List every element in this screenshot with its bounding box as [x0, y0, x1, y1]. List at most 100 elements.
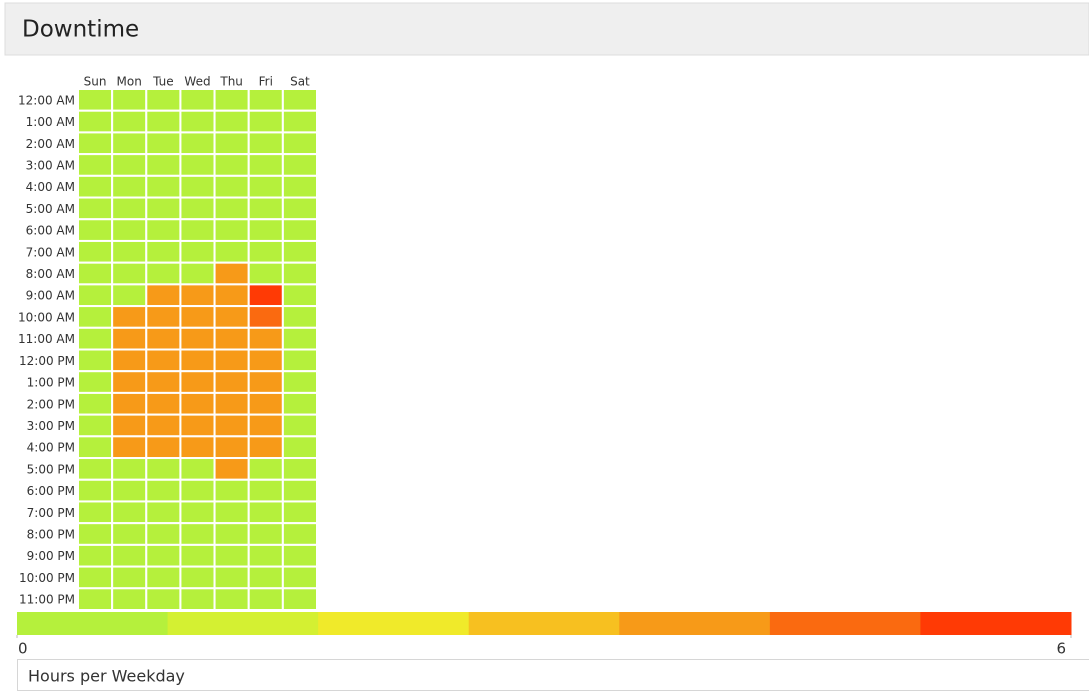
heat-cell	[247, 391, 284, 416]
heat-cell	[281, 174, 319, 199]
heat-cell	[213, 261, 250, 286]
heat-cell	[111, 109, 148, 134]
heat-cell	[77, 457, 114, 481]
heat-cell	[179, 218, 216, 242]
heat-cell	[247, 283, 284, 308]
heat-cell	[281, 239, 319, 264]
heat-cell	[213, 239, 250, 264]
heat-cell	[247, 109, 284, 134]
heat-cell	[179, 283, 216, 308]
heat-cell	[145, 218, 182, 242]
heat-cell	[111, 478, 148, 503]
heat-cell	[179, 131, 216, 156]
y-tick-label: 5:00 PM	[27, 462, 75, 476]
heat-cell	[111, 218, 148, 242]
heat-cell	[247, 348, 284, 373]
heat-cell	[111, 435, 148, 460]
y-tick-label: 2:00 PM	[27, 397, 75, 411]
heat-cell	[145, 88, 182, 112]
heat-cell	[111, 131, 148, 156]
heat-cell	[281, 283, 319, 308]
heat-cell	[145, 196, 182, 221]
y-tick-label: 8:00 PM	[27, 528, 75, 542]
heat-cell	[145, 500, 182, 525]
heat-cell	[77, 153, 114, 177]
color-scale-swatch	[318, 612, 470, 635]
heat-cell	[179, 239, 216, 264]
heat-cell	[247, 413, 284, 438]
legend-title-box	[17, 659, 1089, 691]
heat-cell	[145, 478, 182, 503]
heat-cell	[281, 587, 319, 612]
chart-title: Downtime	[22, 17, 139, 43]
heat-cell	[145, 370, 182, 394]
y-tick-label: 1:00 PM	[27, 376, 75, 390]
color-scale-tick-label: 0	[18, 640, 28, 658]
legend-title: Hours per Weekday	[28, 667, 185, 686]
heat-cell	[111, 326, 148, 351]
heat-cell	[77, 174, 114, 199]
heat-cell	[213, 457, 250, 481]
heat-cell	[145, 565, 182, 590]
heat-cell	[247, 153, 284, 177]
heat-cell	[281, 218, 319, 242]
heat-cell	[213, 109, 250, 134]
heat-cell	[213, 348, 250, 373]
heat-cell	[281, 370, 319, 394]
y-tick-label: 4:00 AM	[26, 180, 75, 194]
heat-cell	[281, 435, 319, 460]
heat-cell	[213, 196, 250, 221]
heat-cell	[111, 565, 148, 590]
heat-cell	[77, 565, 114, 590]
y-tick-label: 9:00 PM	[27, 549, 75, 563]
heat-cell	[111, 239, 148, 264]
heat-cell	[213, 543, 250, 568]
heat-cell	[77, 239, 114, 264]
heat-cell	[179, 478, 216, 503]
heat-cell	[247, 239, 284, 264]
heat-cell	[77, 218, 114, 242]
heat-cell	[247, 326, 284, 351]
heat-cell	[213, 500, 250, 525]
heat-cell	[111, 174, 148, 199]
color-scale-swatch	[619, 612, 771, 635]
color-scale-swatch	[920, 612, 1072, 635]
heat-cell	[247, 500, 284, 525]
heat-cell	[179, 326, 216, 351]
heat-cell	[145, 153, 182, 177]
heat-cell	[111, 500, 148, 525]
heat-cell	[145, 413, 182, 438]
heat-cell	[179, 587, 216, 612]
heat-cell	[77, 348, 114, 373]
heat-cell	[77, 478, 114, 503]
heat-cell	[213, 587, 250, 612]
heat-cell	[111, 305, 148, 329]
heat-cell	[111, 522, 148, 546]
heat-cell	[179, 435, 216, 460]
heat-cell	[145, 435, 182, 460]
y-tick-label: 11:00 AM	[18, 332, 75, 346]
y-tick-label: 3:00 PM	[27, 419, 75, 433]
heat-cell	[213, 391, 250, 416]
x-tick-label: Fri	[259, 75, 273, 89]
heat-cell	[247, 131, 284, 156]
heat-cell	[213, 413, 250, 438]
heat-cell	[213, 565, 250, 590]
y-tick-label: 6:00 PM	[27, 484, 75, 498]
color-scale-swatch	[468, 612, 620, 635]
heat-cell	[281, 196, 319, 221]
heat-cell	[179, 413, 216, 438]
heat-cell	[281, 565, 319, 590]
heat-cell	[281, 326, 319, 351]
heat-cell	[111, 196, 148, 221]
heat-cell	[179, 261, 216, 286]
heat-cell	[247, 261, 284, 286]
x-tick-label: Sun	[84, 75, 107, 89]
heat-cell	[111, 348, 148, 373]
heat-cell	[77, 587, 114, 612]
heat-cell	[213, 305, 250, 329]
heat-cell	[179, 153, 216, 177]
y-tick-label: 7:00 PM	[27, 506, 75, 520]
heat-cell	[179, 565, 216, 590]
